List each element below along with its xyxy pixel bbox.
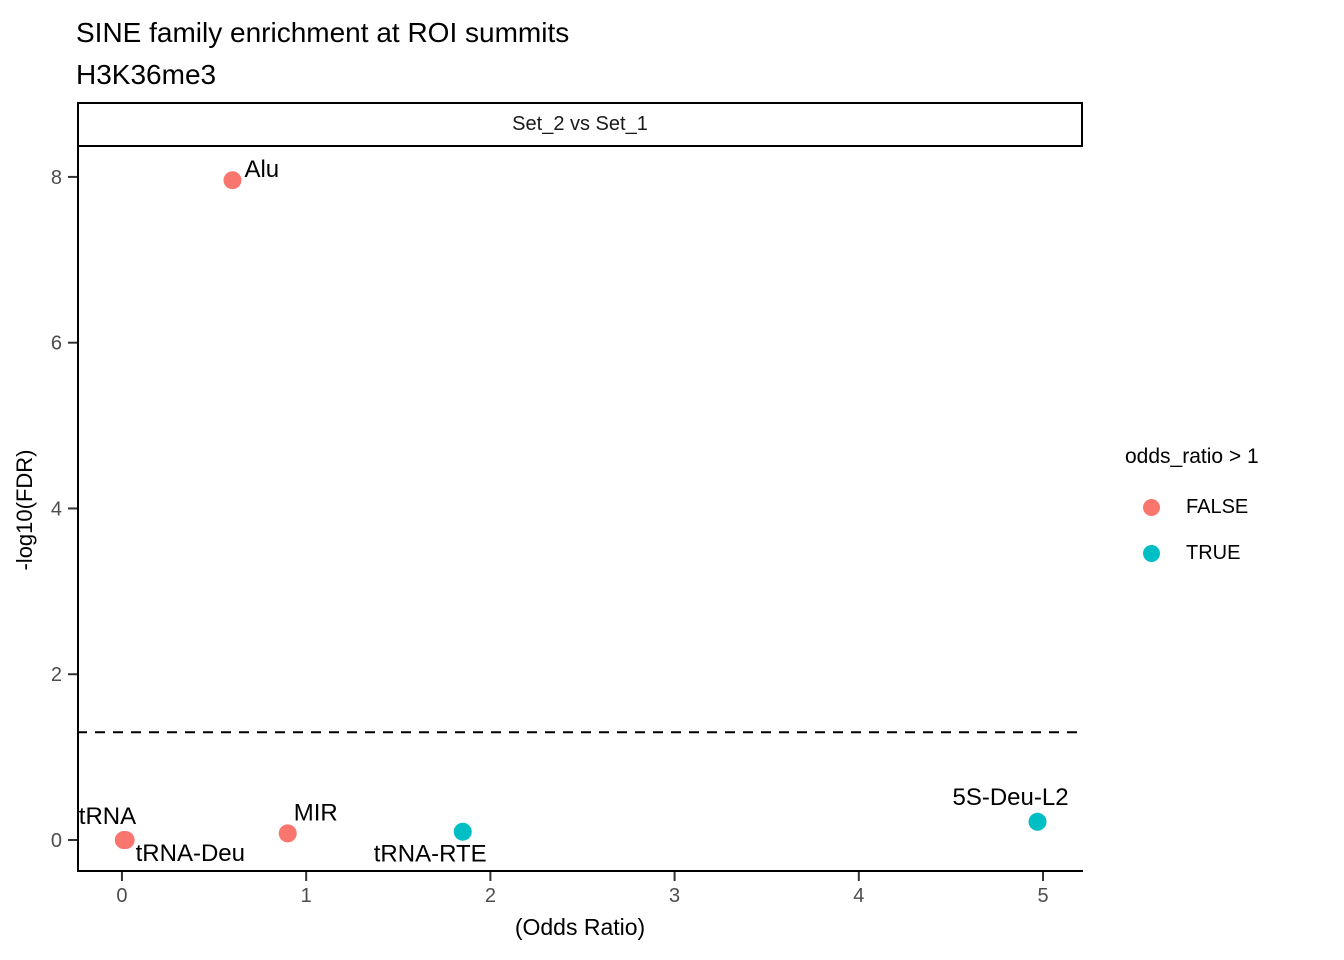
legend: odds_ratio > 1 FALSE TRUE <box>1125 444 1259 576</box>
y-tick-label: 4 <box>51 498 62 520</box>
plot-subtitle: H3K36me3 <box>76 59 217 90</box>
x-tick-label: 5 <box>1037 885 1048 907</box>
x-tick-label: 3 <box>669 885 680 907</box>
y-tick-label: 8 <box>51 167 62 189</box>
facet-strip-label: Set_2 vs Set_1 <box>512 113 648 135</box>
point-label: MIR <box>294 799 338 826</box>
data-point <box>453 822 472 841</box>
y-axis-title: -log10(FDR) <box>12 449 37 571</box>
plot-title: SINE family enrichment at ROI summits <box>76 17 570 48</box>
legend-items: FALSE TRUE <box>1125 484 1259 576</box>
point-label: 5S-Deu-L2 <box>952 784 1068 811</box>
legend-item: TRUE <box>1125 530 1259 576</box>
x-tick-label: 0 <box>116 885 127 907</box>
point-label: tRNA-RTE <box>374 841 487 868</box>
x-axis-title: (Odds Ratio) <box>514 914 646 940</box>
data-point <box>278 824 297 843</box>
legend-label: FALSE <box>1186 495 1249 518</box>
data-point <box>223 171 242 190</box>
y-tick-label: 0 <box>51 830 62 852</box>
legend-key-dot-icon <box>1143 544 1160 562</box>
legend-label: TRUE <box>1186 541 1241 564</box>
data-point <box>116 831 135 850</box>
y-tick-label: 6 <box>51 333 62 355</box>
plot-panel: 0 1 2 3 4 5 0 2 4 6 8 Alu tRNA tRNA-Deu MIR tRNA-RTE 5S-… <box>51 147 1083 907</box>
x-tick-label: 4 <box>853 885 864 907</box>
data-point <box>1028 812 1047 831</box>
x-tick-label: 1 <box>301 885 312 907</box>
facet-strip: Set_2 vs Set_1 <box>77 102 1083 147</box>
point-label: tRNA-Deu <box>136 840 245 867</box>
legend-title: odds_ratio > 1 <box>1125 445 1259 468</box>
point-label: Alu <box>244 156 279 183</box>
legend-item: FALSE <box>1125 484 1259 530</box>
legend-key-dot-icon <box>1143 498 1160 516</box>
point-label: tRNA <box>79 803 136 830</box>
x-tick-label: 2 <box>485 885 496 907</box>
y-tick-label: 2 <box>51 664 62 686</box>
